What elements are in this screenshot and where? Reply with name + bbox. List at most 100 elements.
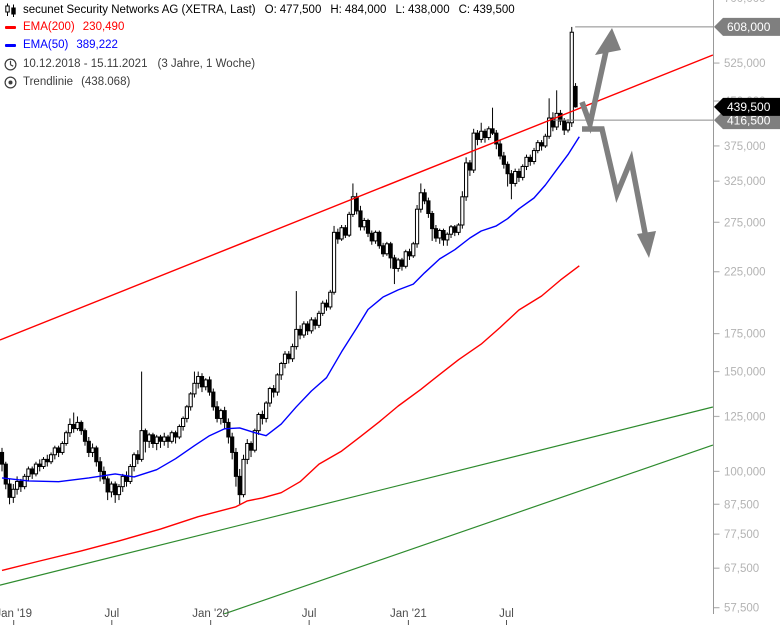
candle-body — [248, 442, 254, 451]
candle-body — [260, 413, 265, 419]
candle-body — [230, 436, 235, 453]
candle-body — [158, 436, 163, 442]
candlestick-icon — [3, 3, 18, 17]
candle-body — [279, 362, 284, 376]
date-range-detail: (3 Jahre, 1 Woche) — [157, 58, 256, 70]
trendline-label: Trendlinie — [23, 76, 74, 88]
candle-body — [256, 413, 261, 432]
ema200-swatch-icon — [5, 25, 16, 29]
legend-ema200[interactable]: EMA(200) 230,490 — [5, 21, 124, 33]
candle-body — [520, 165, 525, 178]
candle-body — [7, 483, 12, 498]
candle-body — [30, 468, 35, 475]
candle-body — [452, 226, 457, 233]
candle-body — [301, 323, 306, 336]
bearish-scenario-arrow-head-icon — [637, 231, 656, 258]
high-value: 484,000 — [344, 4, 387, 16]
candle-body — [67, 423, 73, 434]
legend-date-range[interactable]: 10.12.2018 - 15.11.2021 (3 Jahre, 1 Woch… — [3, 57, 255, 71]
candle-body — [226, 421, 231, 438]
ohlc-close: C: 439,500 — [459, 4, 515, 16]
candle-body — [331, 231, 337, 293]
candle-body — [422, 192, 427, 202]
legend-ema50[interactable]: EMA(50) 389,222 — [5, 39, 118, 51]
Trendlinie[interactable] — [0, 54, 714, 341]
price-tag-shape — [714, 17, 780, 36]
ema50-line[interactable] — [1, 136, 580, 483]
green-channel-lower[interactable] — [192, 444, 714, 625]
candle-body — [445, 233, 450, 241]
x-axis[interactable]: Jan '19 Jul Jan '20 Jul Jan '21 Jul — [0, 608, 514, 626]
candle-body — [192, 382, 197, 395]
candle-body — [494, 132, 499, 145]
y-tick-label: 700,000 — [724, 0, 766, 5]
candle-body — [448, 226, 454, 235]
instrument-title: secunet Security Networks AG (XETRA, Las… — [23, 4, 256, 16]
candle-body — [120, 475, 125, 488]
candle-body — [60, 442, 65, 453]
candle-body — [184, 406, 189, 419]
candles-layer[interactable] — [0, 26, 578, 505]
x-tick-label: Jan '20 — [192, 608, 229, 620]
candle-body — [350, 196, 356, 215]
candle-body — [207, 379, 212, 393]
price-tag-value: 439,500 — [727, 100, 771, 114]
candle-body — [75, 421, 80, 430]
candle-body — [365, 220, 371, 234]
candle-body — [237, 475, 242, 496]
x-tick-label: Jan '21 — [390, 608, 427, 620]
candle-body — [173, 432, 178, 438]
x-tick-label: Jul — [499, 608, 514, 620]
candle-body — [241, 458, 246, 496]
y-axis[interactable]: 700,000525,000450,000375,000325,000275,0… — [713, 0, 766, 615]
candle-body — [82, 430, 88, 442]
legend-trendline[interactable]: Trendlinie (438.068) — [3, 75, 130, 89]
candle-body — [116, 486, 122, 496]
y-tick-label: 275,000 — [724, 217, 766, 229]
candle-body — [105, 478, 110, 493]
date-range-text: 10.12.2018 - 15.11.2021 — [23, 58, 148, 70]
candle-body — [290, 346, 295, 360]
candle-body — [513, 171, 518, 184]
low-label: L: — [395, 4, 406, 16]
y-tick-label: 125,000 — [724, 411, 766, 423]
candle-body — [150, 434, 156, 444]
candle-body — [358, 210, 363, 228]
candle-body — [528, 156, 533, 163]
candle-body — [328, 291, 333, 308]
bearish-scenario-arrow[interactable] — [582, 126, 656, 258]
bullish-scenario-arrow-shaft — [579, 41, 611, 134]
candle-body — [456, 224, 461, 233]
candle-body — [399, 259, 405, 267]
candle-body — [316, 312, 322, 326]
candle-body — [131, 454, 137, 468]
low-value: 438,000 — [408, 4, 450, 16]
candle-body — [135, 454, 140, 460]
candle-body — [98, 461, 103, 472]
candle-body — [139, 430, 144, 460]
bearish-scenario-arrow-shaft — [582, 126, 649, 239]
candle-body — [460, 196, 465, 226]
bullish-scenario-arrow[interactable] — [579, 28, 621, 134]
candle-body — [362, 220, 367, 228]
candle-body — [486, 128, 491, 139]
candle-body — [403, 251, 408, 267]
price-tag-value: 416,500 — [727, 113, 771, 127]
candle-body — [90, 447, 95, 453]
plot-area[interactable] — [0, 26, 714, 625]
candle-body — [109, 483, 114, 493]
candle-body — [497, 143, 503, 157]
candle-body — [339, 227, 344, 240]
candle-body — [233, 451, 239, 477]
candle-body — [48, 454, 54, 463]
candle-body — [475, 132, 480, 140]
candle-body — [124, 475, 129, 482]
y-tick-label: 100,000 — [724, 466, 766, 478]
ema200-line[interactable] — [1, 265, 580, 572]
candle-body — [381, 245, 386, 255]
green-channel-upper[interactable] — [0, 406, 714, 586]
candle-body — [79, 421, 84, 432]
candle-body — [18, 480, 23, 488]
